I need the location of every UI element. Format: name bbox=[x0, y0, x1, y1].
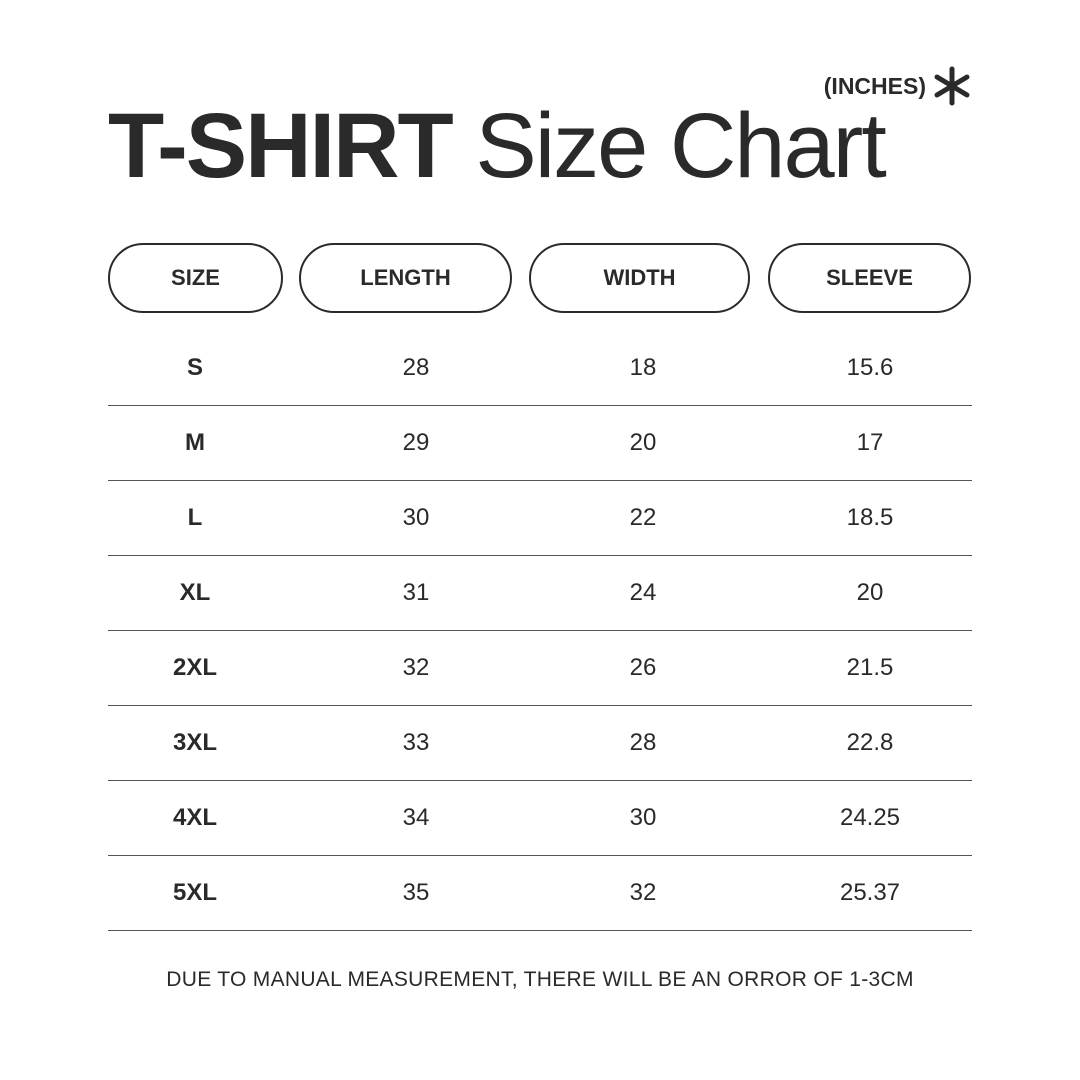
cell-sleeve: 24.25 bbox=[839, 803, 901, 831]
cell-size: 4XL bbox=[172, 803, 217, 831]
cell-sleeve: 21.5 bbox=[846, 653, 894, 681]
cell-width: 22 bbox=[629, 503, 657, 531]
cell-size: M bbox=[185, 428, 205, 456]
cell-width: 30 bbox=[629, 803, 657, 831]
header-size: SIZE bbox=[108, 243, 283, 313]
title-bold: T-SHIRT bbox=[108, 95, 454, 197]
title-regular: Size Chart bbox=[475, 95, 886, 197]
cell-sleeve: 15.6 bbox=[846, 353, 894, 381]
cell-size: XL bbox=[179, 578, 211, 606]
cell-size: L bbox=[187, 503, 203, 531]
cell-width: 20 bbox=[629, 428, 657, 456]
table-row: 5XL 35 32 25.37 bbox=[108, 855, 972, 931]
cell-size: 5XL bbox=[172, 878, 217, 906]
cell-width: 24 bbox=[629, 578, 657, 606]
cell-sleeve: 22.8 bbox=[846, 728, 894, 756]
asterisk-icon bbox=[934, 66, 970, 106]
cell-width: 18 bbox=[629, 353, 657, 381]
page-title: T-SHIRT Size Chart bbox=[108, 100, 887, 192]
cell-length: 35 bbox=[402, 878, 430, 906]
cell-length: 34 bbox=[402, 803, 430, 831]
table-row: S 28 18 15.6 bbox=[108, 330, 972, 406]
table-row: 3XL 33 28 22.8 bbox=[108, 705, 972, 781]
cell-size: 2XL bbox=[172, 653, 217, 681]
cell-length: 32 bbox=[402, 653, 430, 681]
cell-width: 26 bbox=[629, 653, 657, 681]
cell-sleeve: 18.5 bbox=[846, 503, 894, 531]
cell-length: 30 bbox=[402, 503, 430, 531]
table-row: 4XL 34 30 24.25 bbox=[108, 780, 972, 856]
cell-length: 29 bbox=[402, 428, 430, 456]
cell-sleeve: 25.37 bbox=[839, 878, 901, 906]
cell-size: S bbox=[186, 353, 203, 381]
cell-width: 32 bbox=[629, 878, 657, 906]
header-sleeve: SLEEVE bbox=[768, 243, 971, 313]
unit-text: (INCHES) bbox=[823, 72, 926, 99]
measurement-note: DUE TO MANUAL MEASUREMENT, THERE WILL BE… bbox=[166, 968, 914, 991]
table-row: 2XL 32 26 21.5 bbox=[108, 630, 972, 706]
cell-length: 28 bbox=[402, 353, 430, 381]
cell-width: 28 bbox=[629, 728, 657, 756]
header-length: LENGTH bbox=[299, 243, 512, 313]
header-width: WIDTH bbox=[529, 243, 750, 313]
table-row: XL 31 24 20 bbox=[108, 555, 972, 631]
cell-sleeve: 17 bbox=[856, 428, 884, 456]
cell-length: 33 bbox=[402, 728, 430, 756]
cell-sleeve: 20 bbox=[856, 578, 884, 606]
table-row: M 29 20 17 bbox=[108, 405, 972, 481]
cell-length: 31 bbox=[402, 578, 430, 606]
cell-size: 3XL bbox=[172, 728, 217, 756]
table-row: L 30 22 18.5 bbox=[108, 480, 972, 556]
unit-label: (INCHES) bbox=[824, 66, 972, 106]
